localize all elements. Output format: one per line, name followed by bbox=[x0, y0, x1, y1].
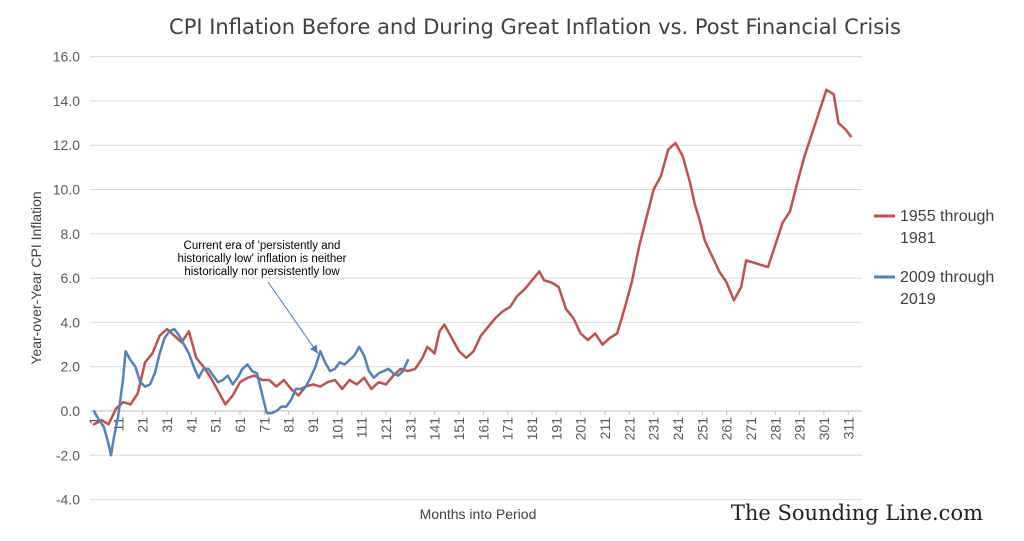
x-tick-label-8: 81 bbox=[281, 417, 297, 433]
annotation-line-2: historically low' inflation is neither bbox=[177, 253, 346, 265]
annotation: Current era of 'persistently and histori… bbox=[177, 240, 347, 354]
y-tick-label-6: 8.0 bbox=[61, 226, 81, 242]
x-tick-label-30: 301 bbox=[816, 417, 832, 441]
series-line-1955-through-1981 bbox=[92, 88, 852, 426]
x-tick-label-20: 201 bbox=[573, 417, 589, 441]
axis-layer: -4.0 -2.0 0.0 2.0 4.0 6.0 8.0 10.0 12.0 14.0 16.0 1… bbox=[53, 49, 862, 508]
x-tick-label-31: 311 bbox=[840, 417, 856, 440]
y-axis-label-group: Year-over-Year CPI Inflation bbox=[28, 191, 44, 364]
x-tick-label-0: 1 bbox=[86, 417, 102, 425]
x-tick-label-14: 141 bbox=[427, 417, 443, 441]
x-tick-label-17: 171 bbox=[500, 417, 516, 441]
annotation-line-1: Current era of 'persistently and bbox=[184, 240, 341, 252]
legend-label-1955-1981-line1: 1955 through bbox=[900, 208, 994, 225]
x-tick-label-2: 21 bbox=[135, 417, 151, 433]
y-tick-label-3: 2.0 bbox=[61, 359, 81, 375]
y-axis-label: Year-over-Year CPI Inflation bbox=[28, 191, 44, 364]
x-tick-label-16: 161 bbox=[475, 417, 491, 441]
x-tick-label-25: 251 bbox=[694, 417, 710, 441]
x-tick-label-9: 91 bbox=[305, 417, 321, 433]
x-tick-label-24: 241 bbox=[670, 417, 686, 441]
x-tick-label-12: 121 bbox=[378, 417, 394, 441]
x-tick-label-19: 191 bbox=[548, 417, 564, 441]
x-tick-label-13: 131 bbox=[402, 417, 418, 441]
x-tick-label-7: 71 bbox=[256, 417, 272, 433]
legend: 1955 through 1981 2009 through 2019 bbox=[874, 208, 994, 308]
y-tick-label-7: 10.0 bbox=[53, 182, 80, 198]
y-tick-label-8: 12.0 bbox=[53, 137, 80, 153]
x-tick-label-11: 111 bbox=[354, 417, 370, 438]
y-tick-label-9: 14.0 bbox=[53, 93, 80, 109]
y-tick-label-10: 16.0 bbox=[53, 49, 80, 65]
x-tick-label-28: 281 bbox=[767, 417, 783, 441]
x-tick-label-4: 41 bbox=[183, 417, 199, 433]
legend-label-2009-2019-line1: 2009 through bbox=[900, 269, 994, 286]
y-tick-label-2: 0.0 bbox=[61, 403, 81, 419]
x-axis-label: Months into Period bbox=[420, 506, 537, 522]
y-tick-label-4: 4.0 bbox=[61, 314, 81, 330]
x-tick-label-29: 291 bbox=[792, 417, 808, 441]
annotation-line-3: historically nor persistently low bbox=[184, 266, 340, 278]
x-tick-label-27: 271 bbox=[743, 417, 759, 441]
legend-entry-1955-1981: 1955 through 1981 bbox=[874, 208, 994, 247]
x-tick-label-3: 31 bbox=[159, 417, 175, 433]
series-line-2009-through-2019 bbox=[92, 327, 410, 457]
x-tick-label-23: 231 bbox=[646, 417, 662, 441]
x-tick-label-1: 11 bbox=[110, 417, 126, 432]
annotation-arrowhead bbox=[309, 344, 318, 354]
x-tick-label-21: 211 bbox=[597, 417, 613, 440]
x-tick-label-15: 151 bbox=[451, 417, 467, 441]
x-tick-label-10: 101 bbox=[329, 417, 345, 441]
chart-title: CPI Inflation Before and During Great In… bbox=[169, 15, 901, 39]
series-layer bbox=[92, 88, 852, 457]
y-tick-label-1: -2.0 bbox=[56, 447, 80, 463]
x-tick-label-5: 51 bbox=[208, 417, 224, 433]
watermark: The Sounding Line.com bbox=[731, 501, 983, 525]
legend-label-2009-2019-line2: 2019 bbox=[900, 291, 936, 308]
x-tick-label-22: 221 bbox=[621, 417, 637, 441]
legend-label-1955-1981-line2: 1981 bbox=[900, 230, 936, 247]
x-tick-label-18: 181 bbox=[524, 417, 540, 441]
annotation-arrow bbox=[267, 281, 319, 354]
y-tick-label-0: -4.0 bbox=[56, 492, 80, 508]
y-tick-label-5: 6.0 bbox=[61, 270, 81, 286]
legend-entry-2009-2019: 2009 through 2019 bbox=[874, 269, 994, 308]
x-tick-label-6: 61 bbox=[232, 417, 248, 433]
x-tick-label-26: 261 bbox=[719, 417, 735, 441]
